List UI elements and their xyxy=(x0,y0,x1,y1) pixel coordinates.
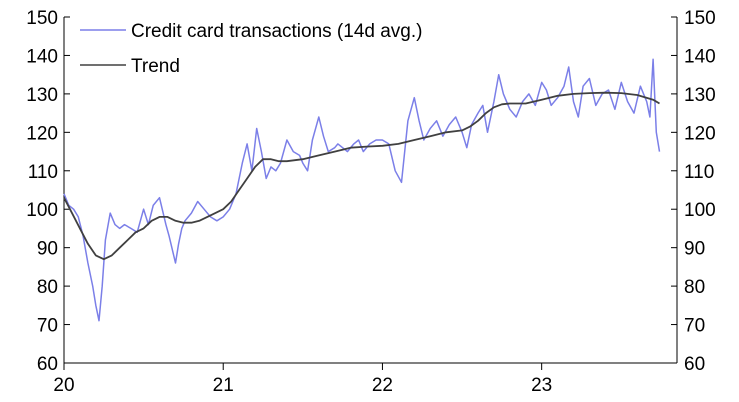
legend-label-credit-card: Credit card transactions (14d avg.) xyxy=(131,21,422,42)
y-tick-label-right: 80 xyxy=(684,277,705,298)
y-tick-label-right: 130 xyxy=(684,85,716,106)
chart-series xyxy=(63,58,661,322)
y-tick-label-right: 100 xyxy=(684,200,716,221)
y-tick-label-left: 90 xyxy=(37,239,58,260)
y-tick-label-right: 120 xyxy=(684,123,716,144)
chart-legend: Credit card transactions (14d avg.) Tren… xyxy=(80,21,422,77)
y-tick-label-left: 60 xyxy=(37,354,58,375)
y-tick-label-left: 130 xyxy=(26,85,58,106)
y-tick-label-right: 150 xyxy=(684,8,716,29)
y-tick-label-left: 110 xyxy=(28,162,58,183)
x-tick-label: 21 xyxy=(213,375,234,396)
x-tick-label: 22 xyxy=(372,375,393,396)
x-tick-label: 23 xyxy=(531,375,552,396)
legend-label-trend: Trend xyxy=(131,56,180,77)
y-tick-label-right: 60 xyxy=(684,354,705,375)
series-line-credit-card-transactions xyxy=(63,58,661,322)
y-tick-label-left: 70 xyxy=(37,316,58,337)
y-tick-label-left: 120 xyxy=(26,123,58,144)
chart-axes: 60 60 70 70 80 80 90 90 100 100 110 110 120 120 130 130… xyxy=(26,8,715,396)
y-tick-label-right: 110 xyxy=(684,162,714,183)
y-tick-label-right: 90 xyxy=(684,239,705,260)
y-tick-label-right: 140 xyxy=(684,46,716,67)
y-tick-label-left: 140 xyxy=(26,46,58,67)
y-tick-label-right: 70 xyxy=(684,316,705,337)
y-tick-label-left: 80 xyxy=(37,277,58,298)
x-tick-label: 20 xyxy=(53,375,74,396)
y-tick-label-left: 100 xyxy=(26,200,58,221)
y-tick-label-left: 150 xyxy=(26,8,58,29)
series-line-trend xyxy=(63,91,660,261)
